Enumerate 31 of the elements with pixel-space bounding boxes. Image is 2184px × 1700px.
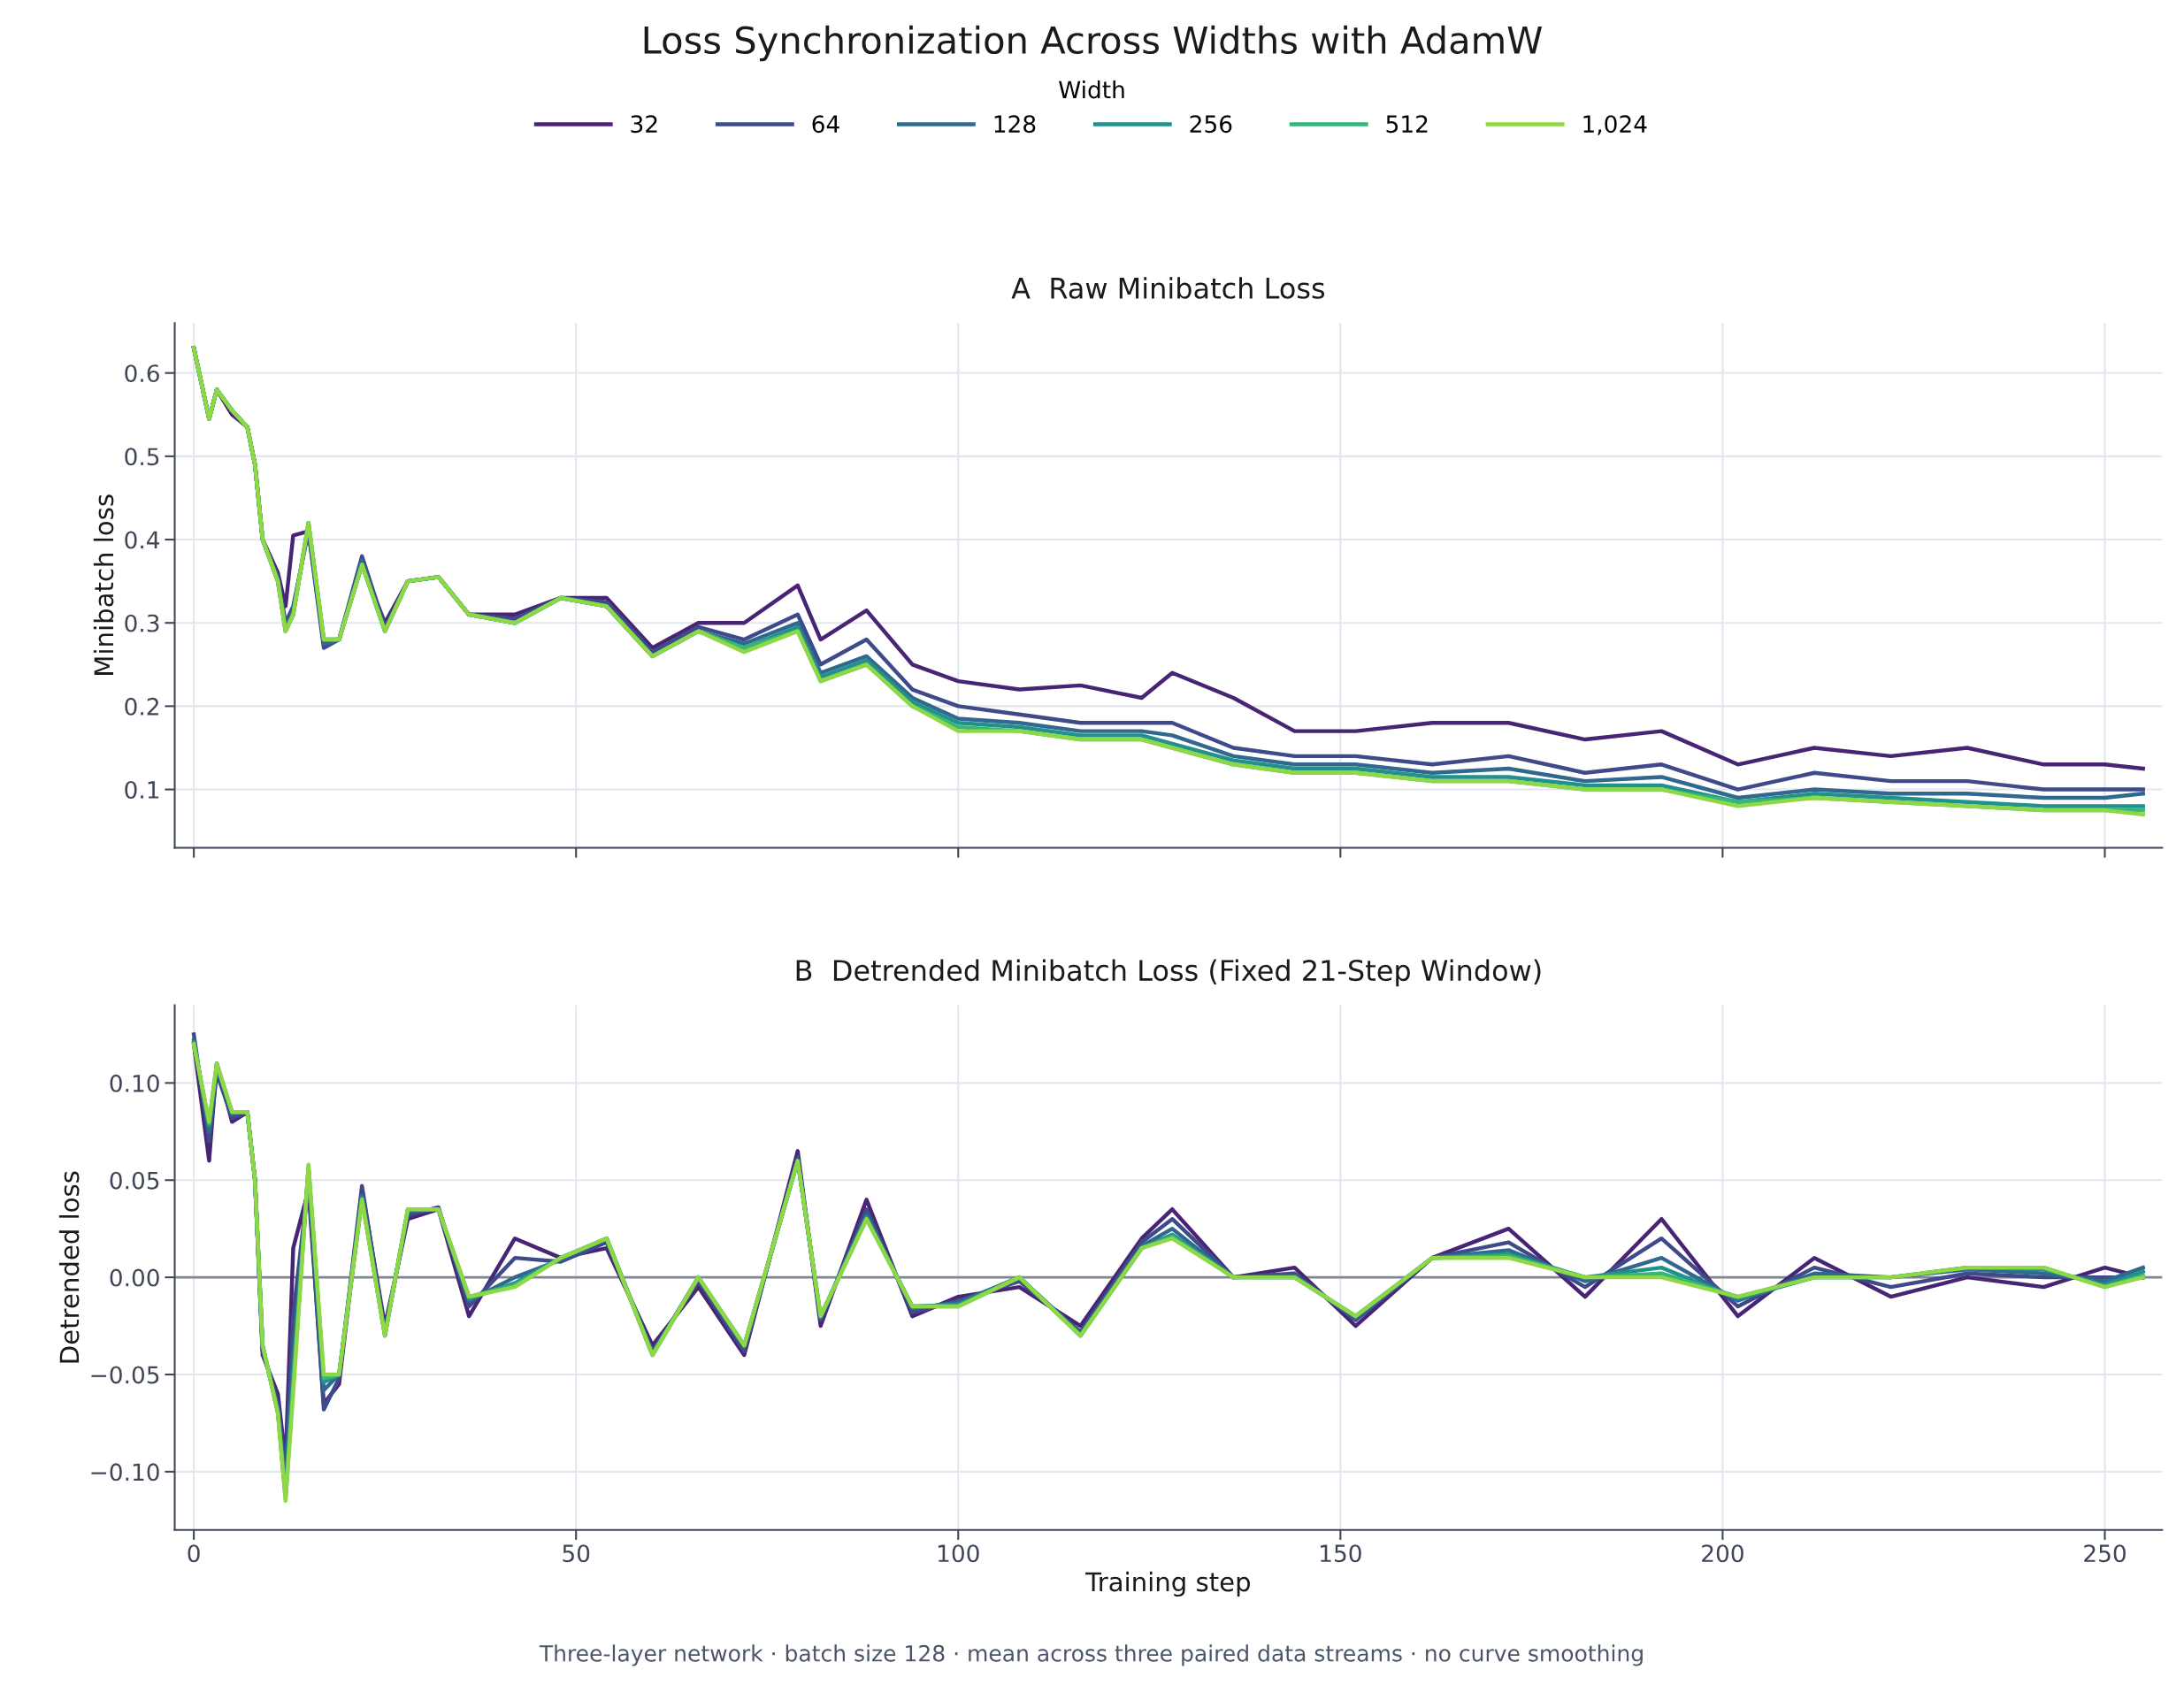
y-tick-label: 0.4: [125, 531, 160, 549]
y-tick-label: 0.6: [125, 364, 159, 383]
x-tick-label: 50: [563, 1544, 590, 1563]
x-tick-label: 0: [188, 1544, 200, 1563]
y-tick-label: 0.05: [110, 1171, 159, 1190]
y-axis-title: Detrended loss: [58, 1171, 80, 1363]
legend-label: 512: [1386, 115, 1428, 134]
y-tick-label: 0.1: [125, 781, 159, 799]
y-axis-title: Minibatch loss: [93, 494, 114, 675]
y-tick-label: 0.10: [110, 1074, 159, 1092]
y-tick-label: 0.00: [110, 1268, 159, 1287]
legend-label: 32: [631, 115, 657, 134]
chart-subtitle: B Detrended Minibatch Loss (Fixed 21-Step Window): [796, 959, 1541, 987]
legend-label: 64: [812, 115, 839, 134]
x-tick-label: 200: [1702, 1544, 1743, 1563]
x-axis-title: Training step: [1085, 1571, 1251, 1597]
legend-label: 128: [994, 115, 1036, 134]
legend-label: 1,024: [1583, 115, 1647, 135]
y-tick-label: 0.3: [125, 614, 159, 632]
x-tick-label: 150: [1321, 1544, 1361, 1563]
y-tick-label: 0.2: [125, 697, 158, 716]
y-tick-label: 0.5: [125, 448, 159, 466]
chart-subtitle: A Raw Minibatch Loss: [1011, 277, 1325, 299]
legend-title: Width: [1059, 80, 1124, 99]
x-tick-label: 100: [938, 1544, 979, 1563]
text: Three-layer network · batch size 128 · mean across three paired data streams · no curve smoothing: [539, 1644, 1643, 1666]
x-tick-label: 250: [2084, 1544, 2126, 1563]
legend-label: 256: [1190, 115, 1232, 134]
y-tick-label: −0.10: [91, 1463, 159, 1482]
y-tick-label: −0.05: [91, 1366, 159, 1384]
chart-title: Loss Synchronization Across Widths with AdamW: [644, 25, 1543, 62]
